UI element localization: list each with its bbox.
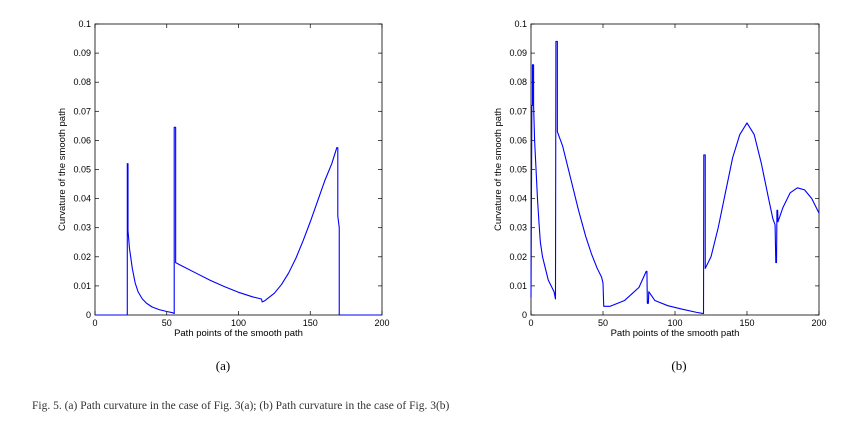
x-tick-label: 150 bbox=[739, 318, 754, 328]
x-tick-label: 200 bbox=[374, 318, 389, 328]
y-tick-label: 0.06 bbox=[509, 135, 527, 145]
x-tick-label: 100 bbox=[667, 318, 682, 328]
y-tick-label: 0.06 bbox=[73, 135, 91, 145]
y-tick-label: 0.02 bbox=[509, 252, 527, 262]
series-line-b-0 bbox=[530, 40, 820, 315]
chart-panel-b: 0 50 100 150 200 0 0.01 0.02 0.03 0.04 0.05 0.06 0.0… bbox=[493, 19, 827, 339]
x-tick-label: 50 bbox=[598, 318, 608, 328]
y-tick-label: 0.04 bbox=[73, 194, 91, 204]
y-tick-label: 0 bbox=[86, 310, 91, 320]
x-tick-label: 0 bbox=[528, 318, 533, 328]
y-tick-label: 0.09 bbox=[509, 48, 527, 58]
y-tick-label: 0.05 bbox=[73, 165, 91, 175]
axes-frame-b bbox=[530, 23, 820, 316]
y-tick-label: 0.05 bbox=[509, 165, 527, 175]
x-tick-label: 100 bbox=[231, 318, 246, 328]
figure-caption: Fig. 5. (a) Path curvature in the case o… bbox=[32, 400, 450, 412]
y-tick-label: 0.01 bbox=[509, 281, 527, 291]
y-tick-label: 0.08 bbox=[509, 77, 527, 87]
series-line-a-0 bbox=[95, 126, 382, 316]
x-tick-label: 150 bbox=[303, 318, 318, 328]
y-tick-label: 0.09 bbox=[73, 48, 91, 58]
y-tick-label: 0.01 bbox=[73, 281, 91, 291]
x-tick-label: 50 bbox=[162, 318, 172, 328]
y-tick-label: 0.04 bbox=[509, 194, 527, 204]
y-axis-label: Curvature of the smooth path bbox=[57, 108, 68, 231]
x-tick-label: 0 bbox=[92, 318, 97, 328]
y-tick-label: 0.1 bbox=[78, 19, 91, 29]
panel-label-b: (b) bbox=[671, 358, 686, 373]
x-axis-label: Path points of the smooth path bbox=[174, 328, 303, 339]
panel-label-a: (a) bbox=[216, 358, 230, 373]
y-tick-label: 0.02 bbox=[73, 252, 91, 262]
x-axis-label: Path points of the smooth path bbox=[611, 328, 740, 339]
y-tick-label: 0.07 bbox=[73, 106, 91, 116]
y-tick-label: 0 bbox=[522, 310, 527, 320]
x-tick-label: 200 bbox=[811, 318, 826, 328]
y-tick-label: 0.1 bbox=[514, 19, 527, 29]
y-axis-label: Curvature of the smooth path bbox=[493, 108, 504, 231]
chart-panel-a: 0 50 100 150 200 0 0.01 0.02 0.03 0.04 0.05 0.06 0.0… bbox=[57, 19, 390, 339]
y-tick-label: 0.07 bbox=[509, 106, 527, 116]
y-tick-label: 0.08 bbox=[73, 77, 91, 87]
y-tick-label: 0.03 bbox=[509, 223, 527, 233]
y-tick-label: 0.03 bbox=[73, 223, 91, 233]
